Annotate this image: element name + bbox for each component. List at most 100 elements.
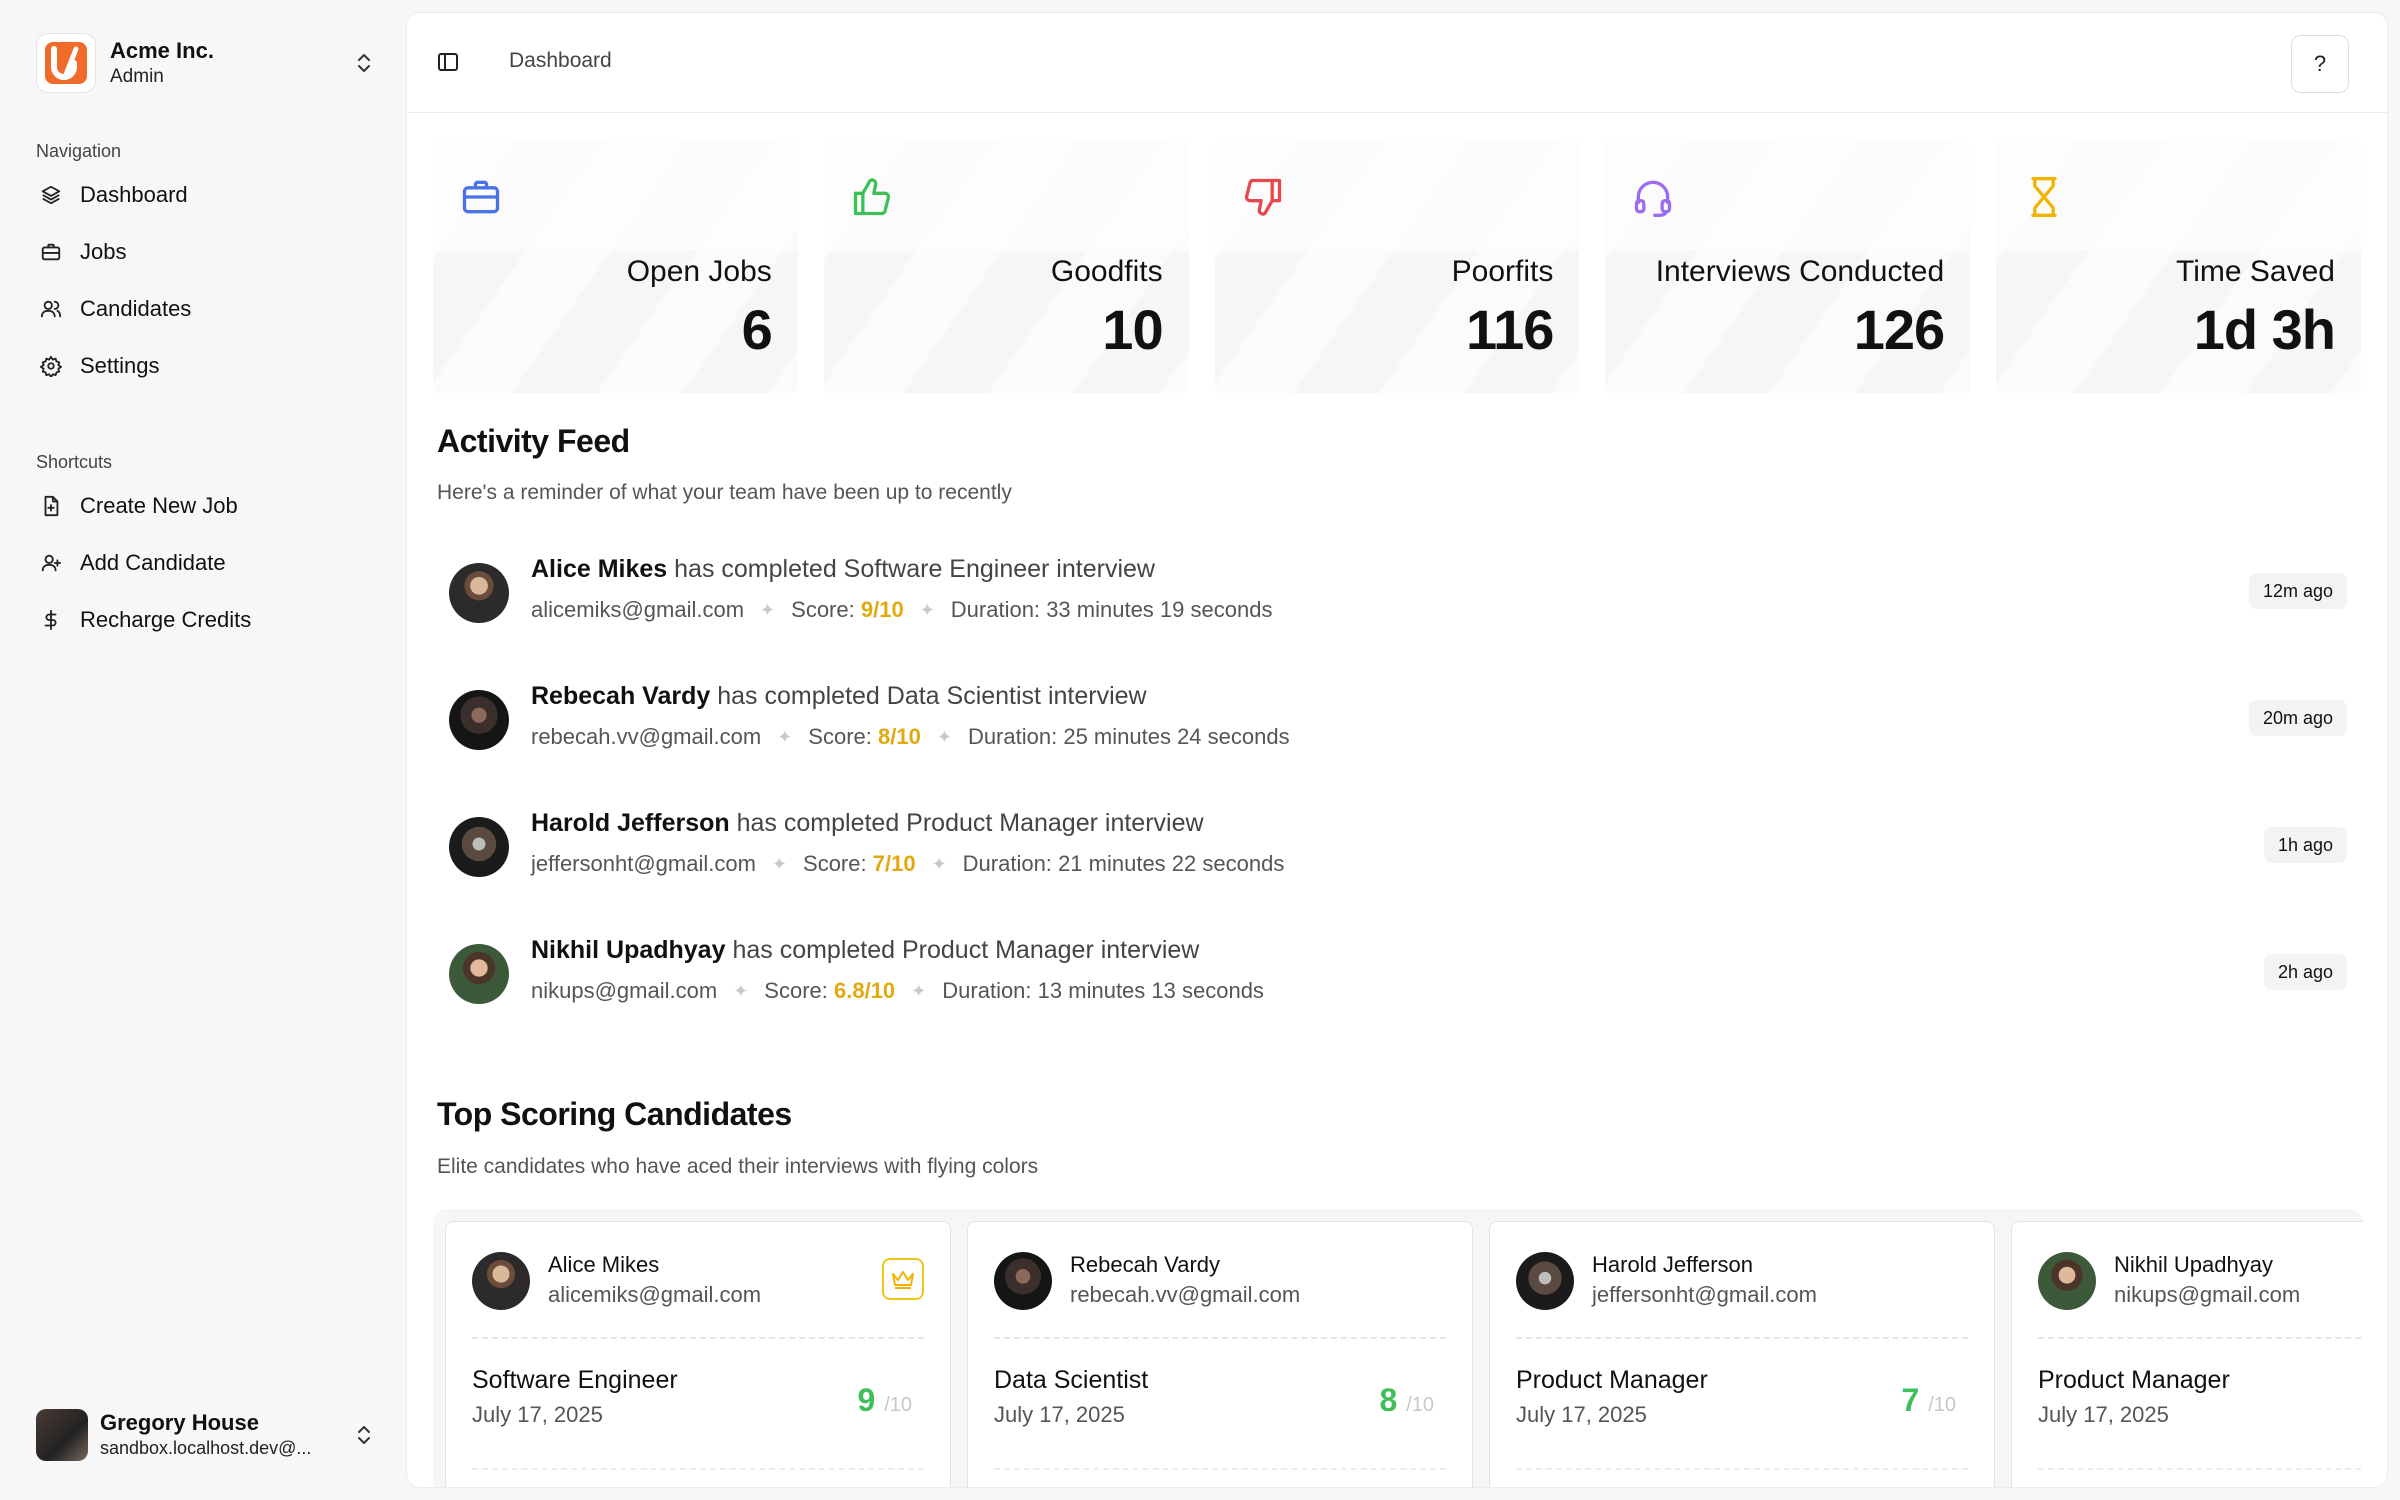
list-item[interactable]: Alice Mikes has completed Software Engin… bbox=[437, 533, 2347, 660]
user-email: sandbox.localhost.dev@... bbox=[100, 1438, 312, 1458]
thumbs-up-icon bbox=[853, 178, 890, 216]
shortcut-label: Recharge Credits bbox=[80, 606, 252, 632]
candidate-date: July 17, 2025 bbox=[994, 1402, 1125, 1427]
candidate-card[interactable]: Nikhil Upadhyay nikups@gmail.com Product… bbox=[2011, 1221, 2363, 1487]
avatar bbox=[449, 690, 509, 750]
help-button[interactable]: ? bbox=[2291, 35, 2349, 93]
candidate-score: 8 /10 bbox=[1379, 1382, 1435, 1418]
sidebar-item-label: Jobs bbox=[80, 238, 127, 264]
avatar bbox=[472, 1252, 530, 1310]
sparkle-icon: ✦ bbox=[936, 726, 952, 747]
acme-logo-icon bbox=[36, 33, 96, 93]
activity-score: 9/10 bbox=[860, 597, 904, 622]
main-panel: Dashboard ? Open Jobs 6 Goodfits 10 Poor… bbox=[406, 12, 2388, 1488]
candidate-card[interactable]: Harold Jefferson jeffersonht@gmail.com P… bbox=[1489, 1221, 1995, 1487]
stat-label: Poorfits bbox=[1451, 255, 1554, 288]
candidate-role: Software Engineer bbox=[472, 1366, 678, 1394]
sparkle-icon: ✦ bbox=[919, 599, 935, 620]
chevron-updown-icon bbox=[352, 48, 376, 78]
activity-name[interactable]: Alice Mikes bbox=[531, 555, 668, 583]
stat-poorfits[interactable]: Poorfits 116 bbox=[1214, 139, 1580, 393]
duration-label: Duration: bbox=[962, 851, 1052, 876]
activity-duration: 13 minutes 13 seconds bbox=[1037, 978, 1264, 1003]
candidate-date: July 17, 2025 bbox=[1516, 1402, 1647, 1427]
shortcut-recharge-credits[interactable]: Recharge Credits bbox=[36, 591, 376, 648]
candidate-role: Product Manager bbox=[2038, 1366, 2230, 1394]
top-candidates-title: Top Scoring Candidates bbox=[437, 1096, 792, 1132]
activity-email: nikups@gmail.com bbox=[531, 978, 718, 1003]
list-item[interactable]: Nikhil Upadhyay has completed Product Ma… bbox=[437, 914, 2347, 1041]
org-switcher[interactable]: Acme Inc. Admin bbox=[36, 32, 376, 94]
shortcut-create-new-job[interactable]: Create New Job bbox=[36, 477, 376, 534]
breadcrumb[interactable]: Dashboard bbox=[509, 49, 612, 72]
candidate-card[interactable]: Alice Mikes alicemiks@gmail.com Software… bbox=[445, 1221, 951, 1487]
avatar bbox=[36, 1409, 88, 1461]
sparkle-icon: ✦ bbox=[760, 599, 776, 620]
candidate-name: Rebecah Vardy bbox=[1070, 1252, 1221, 1277]
stat-value: 126 bbox=[1853, 298, 1945, 361]
stat-label: Time Saved bbox=[2176, 255, 2335, 288]
org-role: Admin bbox=[110, 66, 164, 87]
top-candidates-subtitle: Elite candidates who have aced their int… bbox=[437, 1155, 1039, 1178]
activity-feed: Alice Mikes has completed Software Engin… bbox=[437, 533, 2347, 1041]
stat-interviews-conducted[interactable]: Interviews Conducted 126 bbox=[1605, 139, 1971, 393]
activity-name[interactable]: Harold Jefferson bbox=[531, 809, 730, 837]
activity-duration: 25 minutes 24 seconds bbox=[1063, 724, 1290, 749]
nav-heading: Navigation bbox=[36, 141, 122, 161]
sidebar-item-settings[interactable]: Settings bbox=[36, 337, 376, 394]
sidebar-item-jobs[interactable]: Jobs bbox=[36, 223, 376, 280]
sidebar-item-candidates[interactable]: Candidates bbox=[36, 280, 376, 337]
user-menu[interactable]: Gregory House sandbox.localhost.dev@... bbox=[36, 1408, 376, 1462]
candidate-card[interactable]: Rebecah Vardy rebecah.vv@gmail.com Data … bbox=[967, 1221, 1473, 1487]
stat-value: 116 bbox=[1466, 298, 1554, 361]
sidebar: Acme Inc. Admin Navigation Dashboard Job… bbox=[0, 0, 404, 1500]
user-name: Gregory House bbox=[100, 1410, 259, 1435]
activity-action: has completed Software Engineer intervie… bbox=[674, 555, 1155, 583]
activity-email: rebecah.vv@gmail.com bbox=[531, 724, 762, 749]
sparkle-icon: ✦ bbox=[771, 853, 788, 874]
activity-name[interactable]: Nikhil Upadhyay bbox=[531, 936, 726, 964]
headset-icon bbox=[1635, 180, 1672, 217]
stat-label: Open Jobs bbox=[626, 255, 772, 288]
list-item[interactable]: Rebecah Vardy has completed Data Scienti… bbox=[437, 660, 2347, 787]
time-badge: 20m ago bbox=[2248, 700, 2347, 736]
activity-email: jeffersonht@gmail.com bbox=[531, 851, 756, 876]
avatar bbox=[449, 563, 509, 623]
crown-icon bbox=[882, 1258, 924, 1300]
activity-duration: 21 minutes 22 seconds bbox=[1058, 851, 1285, 876]
stat-value: 1d 3h bbox=[2193, 298, 2336, 361]
sidebar-item-label: Candidates bbox=[80, 295, 192, 321]
candidate-email: nikups@gmail.com bbox=[2114, 1282, 2301, 1307]
activity-email: alicemiks@gmail.com bbox=[531, 597, 745, 622]
shortcut-add-candidate[interactable]: Add Candidate bbox=[36, 534, 376, 591]
sidebar-toggle-icon[interactable] bbox=[433, 47, 463, 77]
candidate-email: alicemiks@gmail.com bbox=[548, 1282, 762, 1307]
score-label: Score: bbox=[808, 724, 872, 749]
candidate-score: 9 /10 bbox=[857, 1382, 913, 1418]
sparkle-icon: ✦ bbox=[777, 726, 793, 747]
activity-score: 8/10 bbox=[878, 724, 921, 749]
sidebar-item-label: Dashboard bbox=[80, 181, 188, 207]
activity-name[interactable]: Rebecah Vardy bbox=[531, 682, 711, 710]
time-badge: 12m ago bbox=[2248, 573, 2347, 609]
candidate-role: Product Manager bbox=[1516, 1366, 1708, 1394]
stat-goodfits[interactable]: Goodfits 10 bbox=[823, 139, 1189, 393]
stat-open-jobs[interactable]: Open Jobs 6 bbox=[433, 139, 798, 393]
list-item[interactable]: Harold Jefferson has completed Product M… bbox=[437, 787, 2347, 914]
shortcuts-section: Shortcuts Create New Job Add Candidate R… bbox=[36, 447, 376, 648]
briefcase-icon bbox=[38, 239, 64, 265]
duration-label: Duration: bbox=[967, 724, 1058, 749]
users-icon bbox=[38, 296, 64, 322]
candidate-email: jeffersonht@gmail.com bbox=[1592, 1282, 1817, 1307]
stat-value: 6 bbox=[741, 298, 773, 361]
shortcut-label: Create New Job bbox=[80, 492, 238, 518]
briefcase-icon bbox=[462, 180, 500, 214]
chevron-updown-icon bbox=[352, 1420, 376, 1450]
candidate-name: Nikhil Upadhyay bbox=[2114, 1252, 2273, 1277]
sidebar-item-dashboard[interactable]: Dashboard bbox=[36, 166, 376, 223]
thumbs-down-icon bbox=[1244, 178, 1281, 216]
stat-label: Goodfits bbox=[1050, 255, 1163, 288]
activity-action: has completed Product Manager interview bbox=[732, 936, 1200, 964]
stat-time-saved[interactable]: Time Saved 1d 3h bbox=[1996, 139, 2361, 393]
sparkle-icon: ✦ bbox=[911, 980, 927, 1001]
